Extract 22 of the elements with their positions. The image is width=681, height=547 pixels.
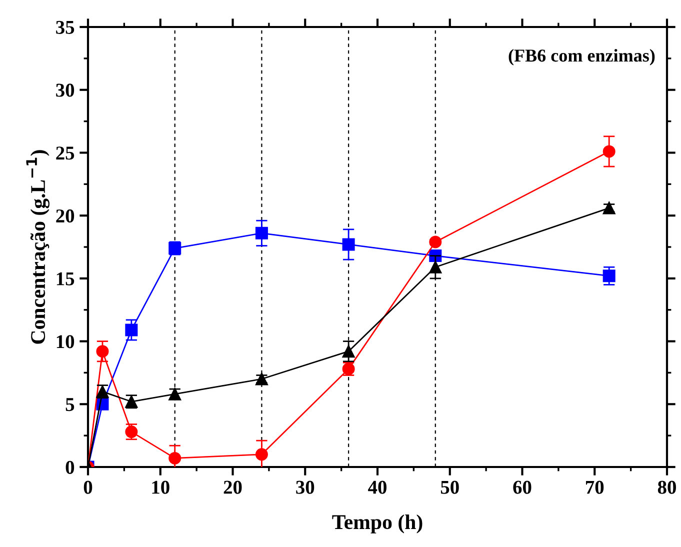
x-tick-label: 10 — [152, 480, 170, 494]
y-tick-label: 35 — [56, 20, 74, 34]
x-tick-label: 40 — [368, 480, 386, 494]
y-tick-label: 20 — [56, 209, 74, 223]
y-tick-label: 0 — [66, 460, 74, 474]
y-axis-title: Concentração (g.L$^{−1}$) — [26, 150, 50, 344]
y-tick-label: 10 — [56, 335, 74, 348]
y-tick-label: 30 — [56, 84, 74, 97]
point — [96, 345, 109, 358]
x-tick-label: 70 — [586, 480, 604, 494]
x-tick-label: 50 — [440, 480, 459, 494]
y-tick-label: 5 — [66, 398, 74, 412]
point — [342, 238, 355, 251]
x-tick-label: 80 — [658, 480, 676, 494]
y-tick-label: 25 — [56, 146, 74, 160]
x-tick-label: 30 — [296, 480, 314, 494]
y-tick-label: 15 — [56, 272, 74, 286]
x-axis-title: Tempo (h) — [332, 514, 422, 534]
x-tick-label: 60 — [513, 480, 532, 494]
annotation: (FB6 com enzimas) — [508, 49, 655, 66]
x-tick-label: 0 — [84, 480, 92, 494]
x-tick-label: 20 — [224, 480, 242, 494]
